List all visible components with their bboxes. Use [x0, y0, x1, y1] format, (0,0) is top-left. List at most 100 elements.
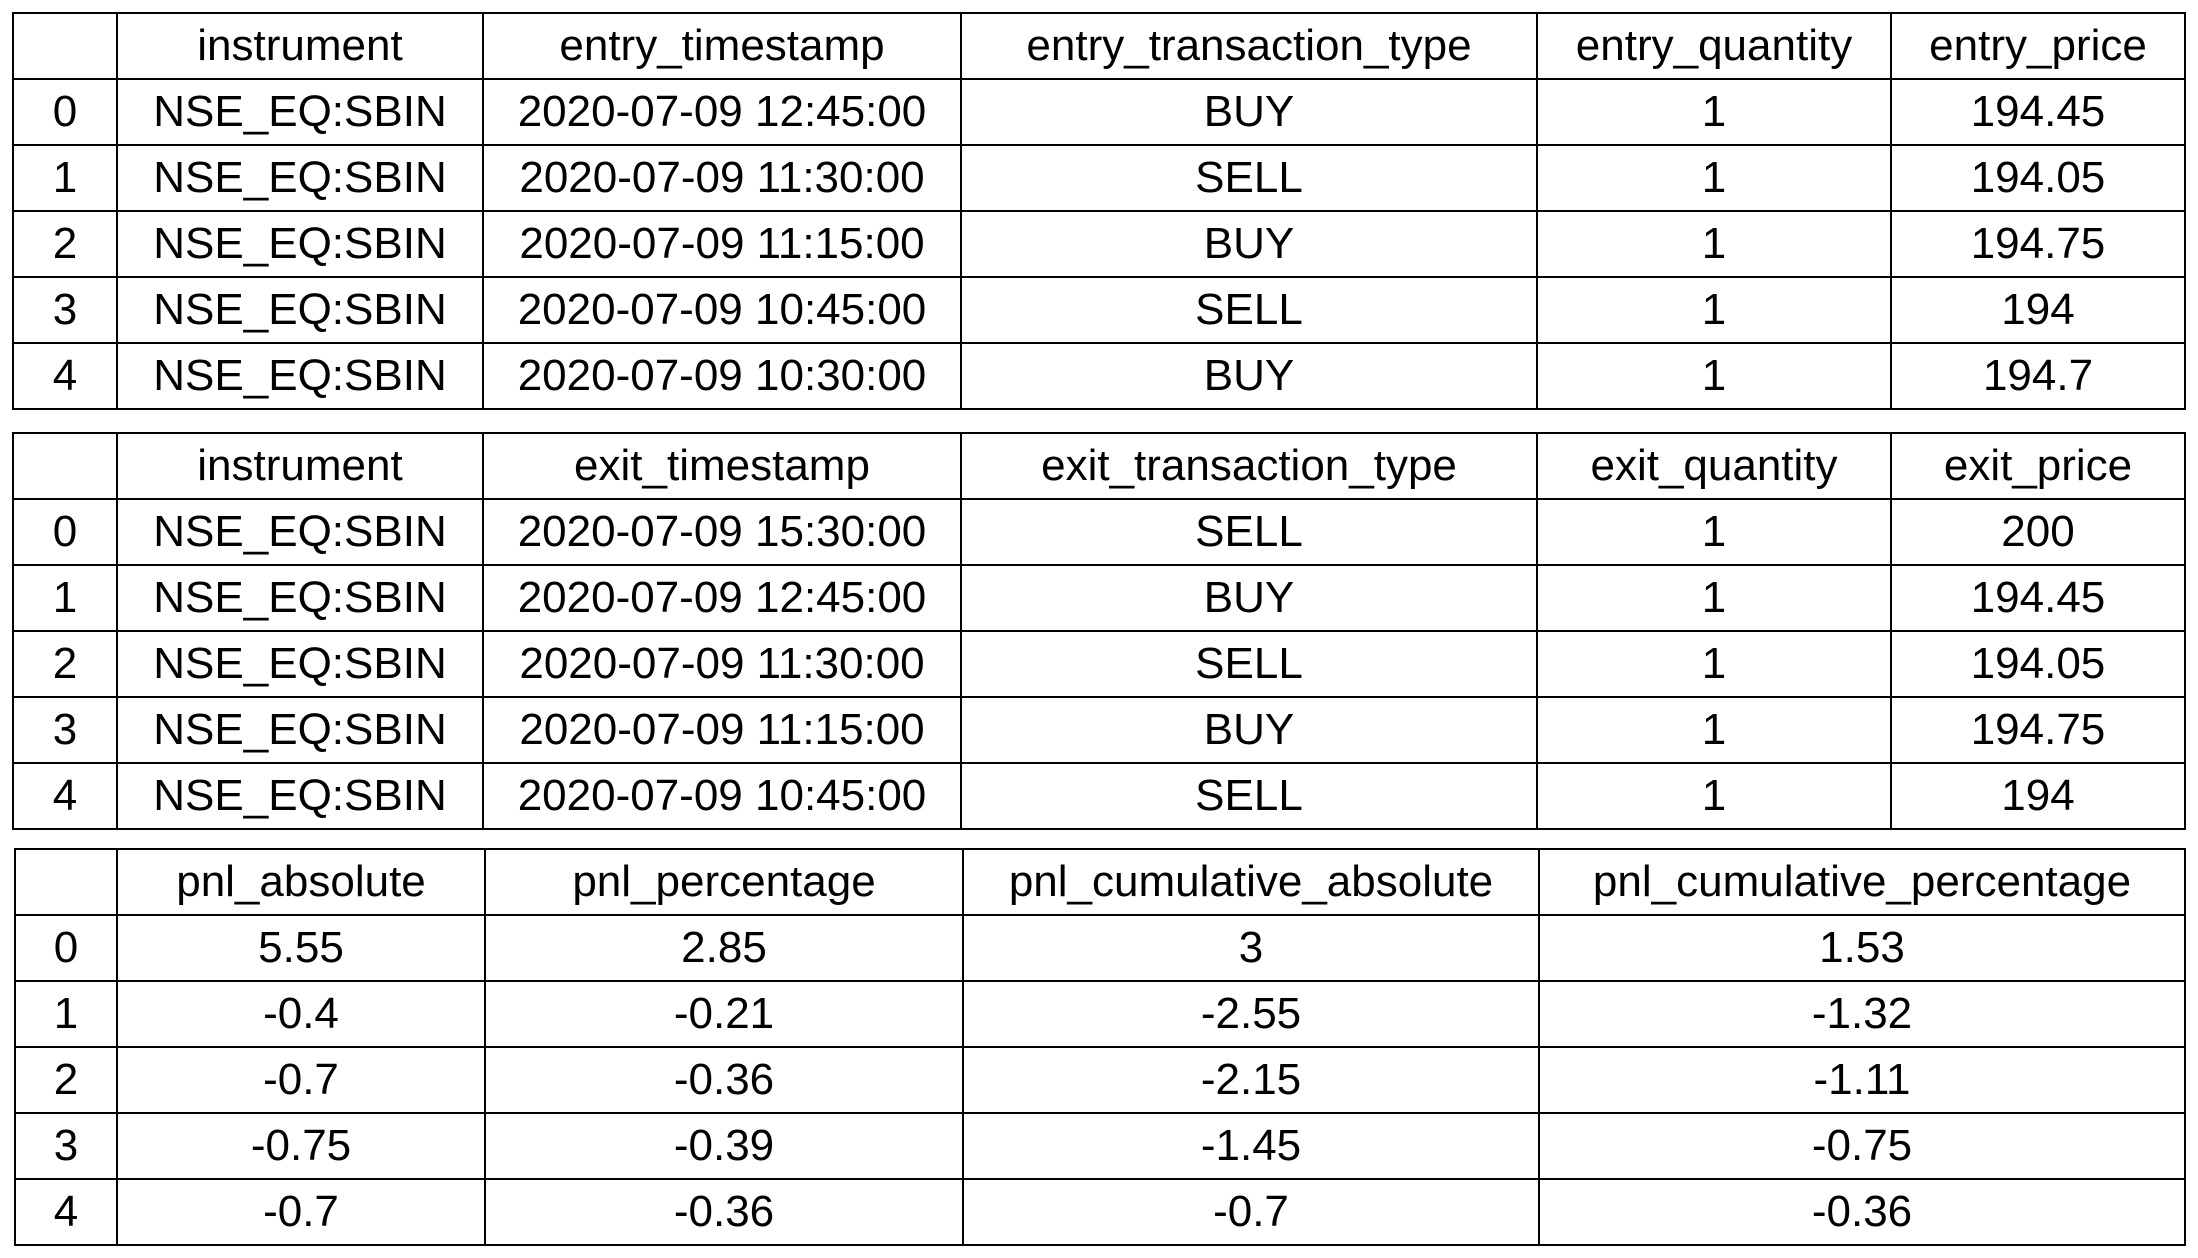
column-header: exit_quantity [1536, 432, 1892, 500]
table-cell: 2020-07-09 11:15:00 [482, 696, 962, 764]
table-cell: 1 [1536, 696, 1892, 764]
table-cell: 1 [1536, 144, 1892, 212]
table-row: 0 NSE_EQ:SBIN 2020-07-09 12:45:00 BUY 1 194.4… [12, 78, 2186, 146]
table-row: 4 NSE_EQ:SBIN 2020-07-09 10:45:00 SELL 1 194 [12, 762, 2186, 830]
row-index-cell: 4 [12, 342, 118, 410]
exit-table: instrument exit_timestamp exit_transaction… [12, 432, 2186, 830]
table-cell: 2020-07-09 10:45:00 [482, 276, 962, 344]
row-index-cell: 2 [12, 630, 118, 698]
column-header: entry_price [1890, 12, 2186, 80]
table-cell: -0.36 [484, 1046, 964, 1114]
table-cell: NSE_EQ:SBIN [116, 276, 484, 344]
table-row: 1 NSE_EQ:SBIN 2020-07-09 11:30:00 SELL 1 194.… [12, 144, 2186, 212]
row-index-cell: 4 [14, 1178, 118, 1246]
table-cell: NSE_EQ:SBIN [116, 342, 484, 410]
table-row: 2 NSE_EQ:SBIN 2020-07-09 11:15:00 BUY 1 194.7… [12, 210, 2186, 278]
table-cell: -0.7 [116, 1046, 486, 1114]
table-cell: SELL [960, 762, 1538, 830]
table-cell: 1 [1536, 564, 1892, 632]
row-index-cell: 1 [14, 980, 118, 1048]
table-row: 3 -0.75 -0.39 -1.45 -0.75 [14, 1112, 2186, 1180]
table-cell: -0.75 [116, 1112, 486, 1180]
row-index-cell: 1 [12, 564, 118, 632]
exit-table-header-row: instrument exit_timestamp exit_transaction… [12, 432, 2186, 500]
table-cell: -0.7 [962, 1178, 1540, 1246]
table-cell: BUY [960, 210, 1538, 278]
table-cell: NSE_EQ:SBIN [116, 564, 484, 632]
table-cell: NSE_EQ:SBIN [116, 210, 484, 278]
table-cell: 194.45 [1890, 78, 2186, 146]
table-cell: 1 [1536, 276, 1892, 344]
table-cell: 194.7 [1890, 342, 2186, 410]
table-cell: -1.45 [962, 1112, 1540, 1180]
table-cell: SELL [960, 630, 1538, 698]
table-cell: 2020-07-09 10:45:00 [482, 762, 962, 830]
table-cell: BUY [960, 564, 1538, 632]
table-row: 3 NSE_EQ:SBIN 2020-07-09 10:45:00 SELL 1 194 [12, 276, 2186, 344]
table-cell: 2020-07-09 11:30:00 [482, 144, 962, 212]
table-cell: 2020-07-09 15:30:00 [482, 498, 962, 566]
table-cell: BUY [960, 78, 1538, 146]
row-index-cell: 3 [14, 1112, 118, 1180]
table-cell: 2.85 [484, 914, 964, 982]
row-index-cell: 1 [12, 144, 118, 212]
table-cell: -1.32 [1538, 980, 2186, 1048]
table-cell: NSE_EQ:SBIN [116, 762, 484, 830]
column-header: exit_timestamp [482, 432, 962, 500]
table-cell: 1 [1536, 342, 1892, 410]
column-header: pnl_cumulative_absolute [962, 848, 1540, 916]
row-index-cell: 0 [12, 498, 118, 566]
table-cell: SELL [960, 498, 1538, 566]
column-header: entry_quantity [1536, 12, 1892, 80]
table-cell: 2020-07-09 10:30:00 [482, 342, 962, 410]
table-cell: 5.55 [116, 914, 486, 982]
column-header: pnl_cumulative_percentage [1538, 848, 2186, 916]
table-cell: NSE_EQ:SBIN [116, 144, 484, 212]
column-header: exit_transaction_type [960, 432, 1538, 500]
table-cell: 2020-07-09 12:45:00 [482, 78, 962, 146]
table-cell: 1 [1536, 498, 1892, 566]
column-header: exit_price [1890, 432, 2186, 500]
table-cell: 1 [1536, 630, 1892, 698]
table-cell: NSE_EQ:SBIN [116, 498, 484, 566]
table-cell: -0.36 [1538, 1178, 2186, 1246]
table-cell: 1.53 [1538, 914, 2186, 982]
table-cell: -2.55 [962, 980, 1540, 1048]
table-cell: 200 [1890, 498, 2186, 566]
table-cell: 1 [1536, 78, 1892, 146]
table-row: 3 NSE_EQ:SBIN 2020-07-09 11:15:00 BUY 1 194.7… [12, 696, 2186, 764]
row-index-cell: 4 [12, 762, 118, 830]
table-cell: 3 [962, 914, 1540, 982]
row-index-cell: 3 [12, 276, 118, 344]
pnl-table: pnl_absolute pnl_percentage pnl_cumulative… [14, 848, 2186, 1246]
table-row: 2 -0.7 -0.36 -2.15 -1.11 [14, 1046, 2186, 1114]
table-row: 2 NSE_EQ:SBIN 2020-07-09 11:30:00 SELL 1 194.… [12, 630, 2186, 698]
table-cell: 2020-07-09 11:30:00 [482, 630, 962, 698]
row-index-cell: 2 [12, 210, 118, 278]
table-cell: 194.05 [1890, 144, 2186, 212]
table-cell: 2020-07-09 12:45:00 [482, 564, 962, 632]
table-cell: 1 [1536, 210, 1892, 278]
entry-table: instrument entry_timestamp entry_transacti… [12, 12, 2186, 410]
entry-table-header-row: instrument entry_timestamp entry_transacti… [12, 12, 2186, 80]
table-cell: 194.75 [1890, 210, 2186, 278]
table-row: 0 5.55 2.85 3 1.53 [14, 914, 2186, 982]
table-cell: 194 [1890, 276, 2186, 344]
table-row: 1 -0.4 -0.21 -2.55 -1.32 [14, 980, 2186, 1048]
table-cell: -0.75 [1538, 1112, 2186, 1180]
column-header [12, 12, 118, 80]
column-header: entry_timestamp [482, 12, 962, 80]
column-header: entry_transaction_type [960, 12, 1538, 80]
column-header: instrument [116, 432, 484, 500]
row-index-cell: 0 [12, 78, 118, 146]
table-row: 0 NSE_EQ:SBIN 2020-07-09 15:30:00 SELL 1 200 [12, 498, 2186, 566]
table-row: 1 NSE_EQ:SBIN 2020-07-09 12:45:00 BUY 1 194.4… [12, 564, 2186, 632]
table-cell: -0.39 [484, 1112, 964, 1180]
table-row: 4 -0.7 -0.36 -0.7 -0.36 [14, 1178, 2186, 1246]
pnl-table-header-row: pnl_absolute pnl_percentage pnl_cumulative… [14, 848, 2186, 916]
table-cell: 194 [1890, 762, 2186, 830]
table-cell: NSE_EQ:SBIN [116, 630, 484, 698]
column-header [12, 432, 118, 500]
table-cell: 194.75 [1890, 696, 2186, 764]
row-index-cell: 2 [14, 1046, 118, 1114]
